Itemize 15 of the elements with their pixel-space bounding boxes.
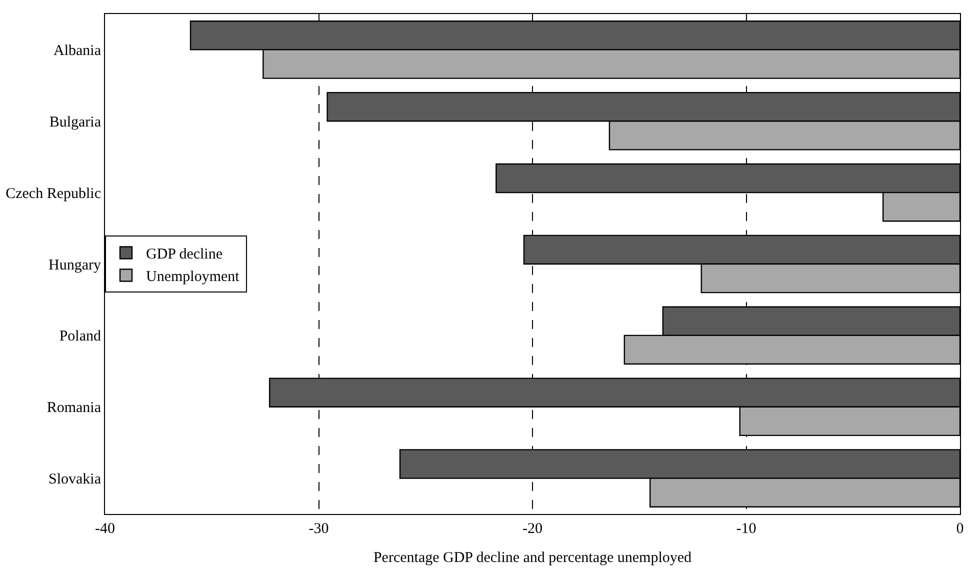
y-tick-label: Hungary bbox=[48, 257, 102, 274]
x-tick-label: -10 bbox=[736, 521, 756, 537]
y-tick-label: Romania bbox=[46, 400, 102, 416]
x-tick-label: 0 bbox=[956, 521, 964, 537]
x-tick-label: -30 bbox=[308, 521, 329, 537]
x-axis-title: Percentage GDP decline and percentage unemployed bbox=[373, 550, 692, 566]
legend-label: Unemployment bbox=[146, 269, 240, 286]
y-tick-label: Poland bbox=[59, 328, 102, 345]
y-tick-label: Bulgaria bbox=[49, 114, 102, 130]
y-tick-label: Slovakia bbox=[48, 472, 102, 488]
legend-label: GDP decline bbox=[146, 246, 223, 263]
x-tick-label: -20 bbox=[522, 521, 542, 537]
y-tick-label: Czech Republic bbox=[6, 186, 102, 202]
y-tick-label: Albania bbox=[54, 42, 102, 59]
x-tick-label: -40 bbox=[95, 521, 115, 537]
